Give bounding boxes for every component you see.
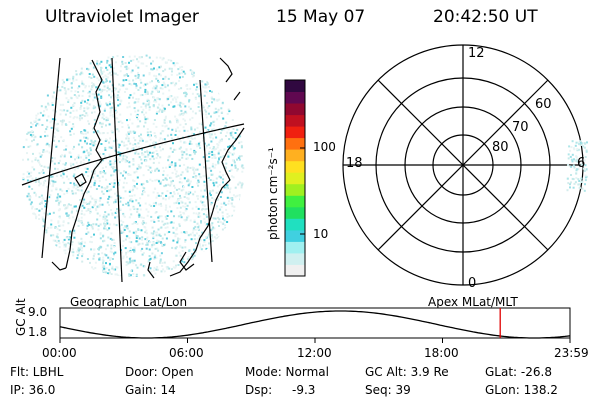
- mlt-label-6: 6: [577, 156, 586, 171]
- observation-date: 15 May 07: [276, 7, 366, 27]
- info-seq: Seq: 39: [365, 383, 411, 397]
- timeline-tick-1: 06:00: [169, 346, 204, 360]
- lat-label-60: 60: [535, 97, 552, 112]
- info-dsp-label: Dsp:: [245, 383, 273, 397]
- timeline-ymax: 9.0: [28, 305, 48, 319]
- timeline-tick-2: 12:00: [297, 346, 332, 360]
- info-filter: Flt: LBHL: [10, 365, 64, 379]
- timeline-tick-4: 23:59: [554, 346, 589, 360]
- observation-time: 20:42:50 UT: [433, 7, 538, 27]
- info-glon: GLon: 138.2: [485, 383, 558, 397]
- mlt-label-12: 12: [468, 46, 485, 61]
- colorbar-gradient: [285, 80, 305, 277]
- colorbar-label-100: 100: [313, 140, 336, 154]
- lat-label-70: 70: [512, 120, 529, 135]
- info-door: Door: Open: [125, 365, 194, 379]
- coastline-overlay: [21, 57, 245, 283]
- instrument-title: Ultraviolet Imager: [45, 7, 199, 27]
- info-dsp-value: -9.3: [292, 383, 316, 397]
- altitude-curve: [59, 310, 571, 339]
- mlt-label-18: 18: [346, 156, 363, 171]
- timeline-tick-0: 00:00: [42, 346, 77, 360]
- info-glat: GLat: -26.8: [485, 365, 552, 379]
- apex-label: Apex MLat/MLT: [428, 295, 518, 309]
- info-ip: IP: 36.0: [10, 383, 56, 397]
- info-gc-alt: GC Alt: 3.9 Re: [365, 365, 449, 379]
- polar-diagonal-2: [377, 79, 549, 251]
- uv-emission-speckle: [22, 54, 245, 277]
- geographic-label: Geographic Lat/Lon: [70, 295, 188, 309]
- timeline-ylabel: GC Alt: [14, 298, 28, 336]
- mlt-label-0: 0: [468, 276, 477, 291]
- polar-edge-speckle: [566, 140, 588, 192]
- timeline-tick-3: 18:00: [424, 346, 459, 360]
- info-mode: Mode: Normal: [245, 365, 329, 379]
- info-gain: Gain: 14: [125, 383, 176, 397]
- lat-label-80: 80: [492, 140, 509, 155]
- colorbar-label-10: 10: [313, 227, 329, 241]
- timeline-ymin: 1.8: [28, 325, 48, 339]
